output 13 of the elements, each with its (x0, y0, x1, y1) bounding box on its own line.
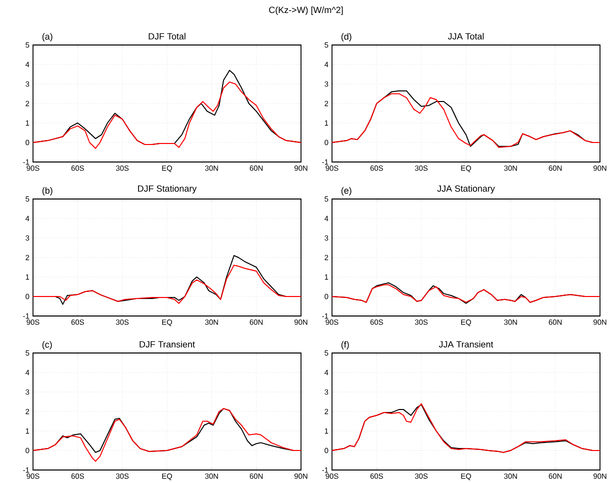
chart-title: DJF Transient (140, 340, 195, 348)
text: C(Kz->W) [W/m^2] (269, 6, 343, 15)
chart-title: JJA Stationary (437, 185, 495, 194)
text: (a) (42, 33, 52, 42)
text: (c) (42, 341, 52, 350)
chart-title: DJF Total (148, 32, 186, 40)
text: (f) (341, 341, 349, 350)
chart-title: JJA Transient (438, 340, 494, 348)
chart-title: JJA Total (448, 32, 484, 40)
text: (b) (42, 187, 52, 196)
chart-title: DJF Stationary (138, 185, 197, 194)
text: (e) (341, 187, 352, 196)
text: (d) (341, 33, 352, 42)
